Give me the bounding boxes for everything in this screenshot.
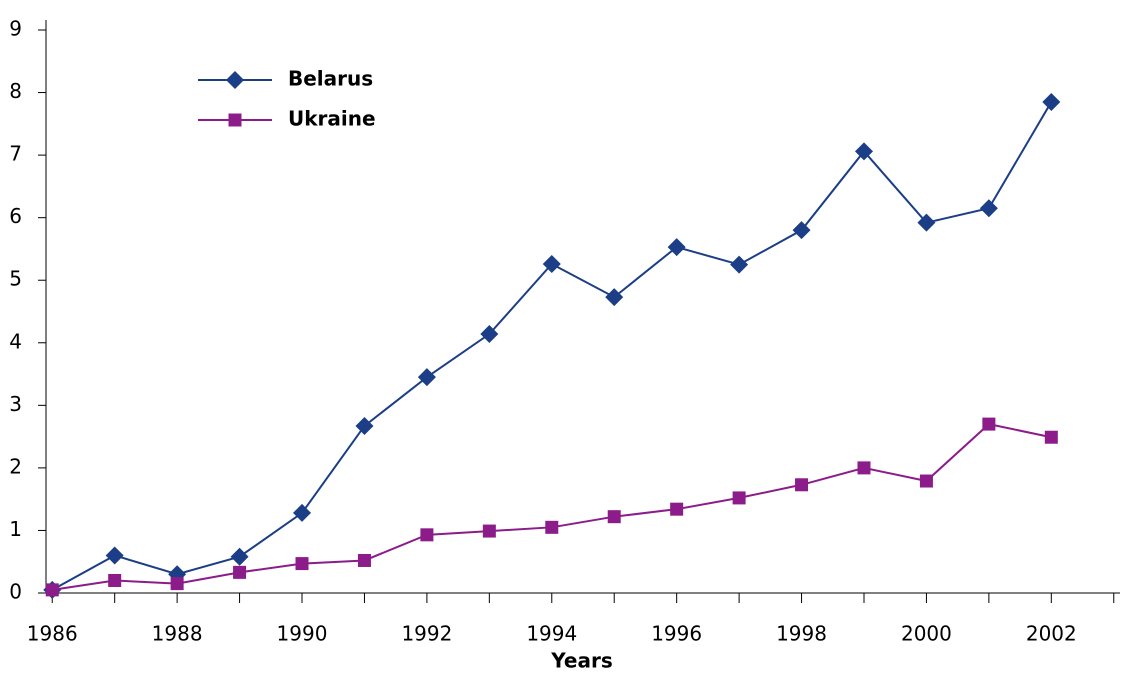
marker xyxy=(482,524,496,538)
marker xyxy=(170,577,184,591)
x-axis-label: Years xyxy=(550,649,612,673)
marker xyxy=(917,213,936,232)
marker xyxy=(605,288,624,307)
y-tick-label: 6 xyxy=(9,204,22,228)
marker xyxy=(108,573,122,587)
marker xyxy=(795,478,809,492)
y-tick-label: 7 xyxy=(9,142,22,166)
y-tick-label: 8 xyxy=(9,79,22,103)
marker xyxy=(105,546,124,565)
legend-label: Belarus xyxy=(288,67,373,91)
x-tick-label: 1998 xyxy=(776,622,827,646)
marker xyxy=(982,417,996,431)
marker xyxy=(979,199,998,218)
marker xyxy=(545,520,559,534)
marker xyxy=(420,528,434,542)
marker xyxy=(857,461,871,475)
marker xyxy=(480,325,499,344)
marker xyxy=(417,368,436,387)
x-tick-label: 1996 xyxy=(651,622,702,646)
y-tick-label: 5 xyxy=(9,267,22,291)
marker xyxy=(228,113,242,127)
series-line xyxy=(51,101,1053,591)
legend-label: Ukraine xyxy=(288,107,376,131)
marker xyxy=(226,71,244,89)
marker xyxy=(792,221,811,240)
y-tick-label: 4 xyxy=(9,329,22,353)
y-tick-label: 2 xyxy=(9,454,22,478)
marker xyxy=(233,565,247,579)
x-tick-label: 1992 xyxy=(401,622,452,646)
y-tick-label: 3 xyxy=(9,392,22,416)
marker xyxy=(667,238,686,257)
marker xyxy=(730,255,749,274)
marker xyxy=(1044,430,1058,444)
marker xyxy=(230,547,249,566)
x-tick-label: 1994 xyxy=(526,622,577,646)
x-tick-label: 2002 xyxy=(1026,622,1077,646)
marker xyxy=(357,553,371,567)
x-tick-label: 1990 xyxy=(277,622,328,646)
marker xyxy=(732,491,746,505)
marker xyxy=(293,503,312,522)
marker xyxy=(295,557,309,571)
marker xyxy=(355,416,374,435)
x-tick-label: 2000 xyxy=(901,622,952,646)
marker xyxy=(919,474,933,488)
marker xyxy=(670,502,684,516)
y-tick-label: 1 xyxy=(9,517,22,541)
series-line xyxy=(52,423,1052,591)
marker xyxy=(542,254,561,273)
y-tick-label: 9 xyxy=(9,17,22,41)
marker xyxy=(45,583,59,597)
y-tick-label: 0 xyxy=(9,580,22,604)
x-tick-label: 1986 xyxy=(27,622,78,646)
marker xyxy=(1042,92,1061,111)
marker xyxy=(854,142,873,161)
marker xyxy=(607,510,621,524)
x-tick-label: 1988 xyxy=(152,622,203,646)
